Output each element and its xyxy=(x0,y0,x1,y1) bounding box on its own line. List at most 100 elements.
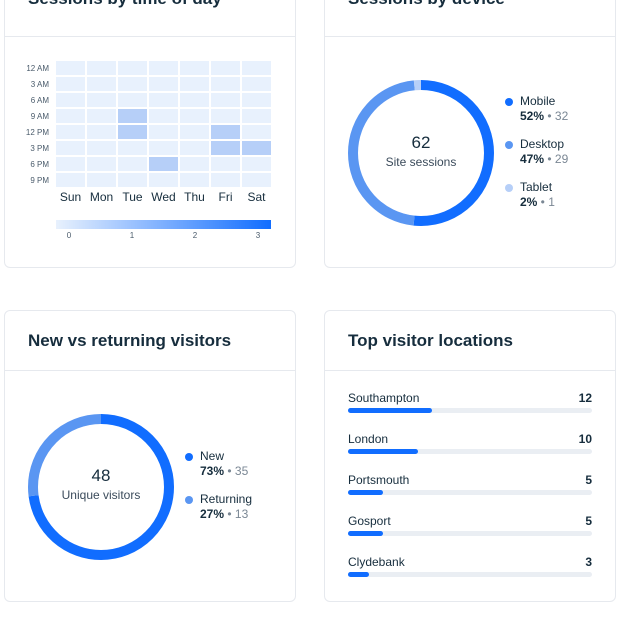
heatmap-y-label: 9 PM xyxy=(30,176,49,185)
location-bar-track xyxy=(348,449,592,454)
device-center-value: 62 xyxy=(411,133,431,152)
legend-value-tablet: 2% • 1 xyxy=(520,195,555,209)
new-vs-returning-card: New vs returning visitors 48 Unique visi… xyxy=(4,310,296,602)
heatmap-cell xyxy=(56,77,85,91)
location-name: Portsmouth xyxy=(348,473,410,487)
heatmap-cell xyxy=(118,109,147,123)
heatmap-color-scale xyxy=(56,220,271,229)
location-bar xyxy=(348,531,383,536)
location-bar xyxy=(348,449,418,454)
location-count: 5 xyxy=(585,473,592,487)
visitors-center-label: Unique visitors xyxy=(61,488,141,502)
heatmap-cell xyxy=(180,157,209,171)
heatmap-cell xyxy=(211,77,240,91)
heatmap-cell xyxy=(118,157,147,171)
heatmap-x-label: Fri xyxy=(218,190,233,204)
legend-name-returning: Returning xyxy=(200,492,253,506)
location-name: Gosport xyxy=(348,514,391,528)
location-row: Portsmouth 5 xyxy=(348,473,592,513)
heatmap-cell xyxy=(149,157,178,171)
legend-dot-desktop xyxy=(505,141,513,149)
heatmap-cell xyxy=(87,157,116,171)
heatmap-cell xyxy=(56,109,85,123)
heatmap-y-label: 12 PM xyxy=(25,128,49,137)
sessions-by-time-card: Sessions by time of day 12 AM 3 AM 6 AM 9 A… xyxy=(4,0,296,268)
heatmap-cell xyxy=(118,93,147,107)
location-row: Southampton 12 xyxy=(348,391,592,431)
heatmap-cell xyxy=(56,93,85,107)
legend-name-desktop: Desktop xyxy=(520,137,565,151)
heatmap-cell xyxy=(149,109,178,123)
heatmap-cell xyxy=(180,109,209,123)
legend-dot-new xyxy=(185,453,193,461)
location-bar-track xyxy=(348,572,592,577)
heatmap-cell xyxy=(87,141,116,155)
heatmap-cell xyxy=(56,61,85,75)
heatmap-cell xyxy=(56,173,85,187)
heatmap-cell xyxy=(87,125,116,139)
heatmap-x-label: Tue xyxy=(122,190,143,204)
location-bar-track xyxy=(348,531,592,536)
heatmap-cell xyxy=(87,77,116,91)
location-row: Clydebank 3 xyxy=(348,555,592,595)
legend-name-tablet: Tablet xyxy=(520,180,553,194)
heatmap-cell xyxy=(180,141,209,155)
heatmap-cell xyxy=(118,125,147,139)
legend-dot-tablet xyxy=(505,184,513,192)
heatmap-cell xyxy=(149,125,178,139)
visitors-donut-slice-returning xyxy=(28,414,174,560)
heatmap-y-label: 3 AM xyxy=(30,80,49,89)
heatmap-cell xyxy=(118,61,147,75)
heatmap-y-label: 6 AM xyxy=(30,96,49,105)
legend-name-new: New xyxy=(200,449,225,463)
device-donut-chart xyxy=(348,80,494,226)
heatmap-y-label: 6 PM xyxy=(30,160,49,169)
heatmap-title: Sessions by time of day xyxy=(28,0,222,9)
legend-value-returning: 27% • 13 xyxy=(200,507,249,521)
location-bar xyxy=(348,490,383,495)
heatmap-cell xyxy=(242,61,271,75)
heatmap-cell xyxy=(242,125,271,139)
heatmap-cell xyxy=(87,93,116,107)
location-name: London xyxy=(348,432,389,446)
legend-dot-mobile xyxy=(505,98,513,106)
locations-divider xyxy=(325,370,615,371)
heatmap-cell xyxy=(149,77,178,91)
heatmap-cell xyxy=(56,141,85,155)
device-donut-slice-tablet xyxy=(348,80,494,226)
heatmap-cell xyxy=(242,93,271,107)
heatmap-cell xyxy=(180,125,209,139)
location-bar-track xyxy=(348,408,592,413)
device-title: Sessions by device xyxy=(348,0,505,9)
heatmap-divider xyxy=(5,36,295,37)
legend-name-mobile: Mobile xyxy=(520,94,556,108)
heatmap-cell xyxy=(180,173,209,187)
heatmap-cell xyxy=(180,77,209,91)
heatmap-scale-label: 1 xyxy=(129,231,135,240)
heatmap-cell xyxy=(242,77,271,91)
location-bar xyxy=(348,408,432,413)
legend-value-mobile: 52% • 32 xyxy=(520,109,569,123)
heatmap-cell xyxy=(211,93,240,107)
heatmap-cell xyxy=(242,157,271,171)
heatmap-cell xyxy=(87,173,116,187)
visitors-donut-chart xyxy=(28,414,174,560)
heatmap-cell xyxy=(211,141,240,155)
location-bar xyxy=(348,572,369,577)
location-bar-track xyxy=(348,490,592,495)
location-count: 3 xyxy=(585,555,592,569)
heatmap-cell xyxy=(87,109,116,123)
location-row: Gosport 5 xyxy=(348,514,592,554)
heatmap-scale-label: 2 xyxy=(192,231,198,240)
legend-value-new: 73% • 35 xyxy=(200,464,249,478)
heatmap-cell xyxy=(118,141,147,155)
heatmap-cell xyxy=(118,173,147,187)
location-name: Southampton xyxy=(348,391,420,405)
heatmap-x-label: Thu xyxy=(184,190,205,204)
visitors-center-value: 48 xyxy=(91,466,111,485)
sessions-by-device-card: Sessions by device 62 Site sessions Mobi… xyxy=(324,0,616,268)
location-count: 5 xyxy=(585,514,592,528)
heatmap-y-label: 12 AM xyxy=(26,64,49,73)
location-count: 10 xyxy=(578,432,592,446)
heatmap-cell xyxy=(180,61,209,75)
